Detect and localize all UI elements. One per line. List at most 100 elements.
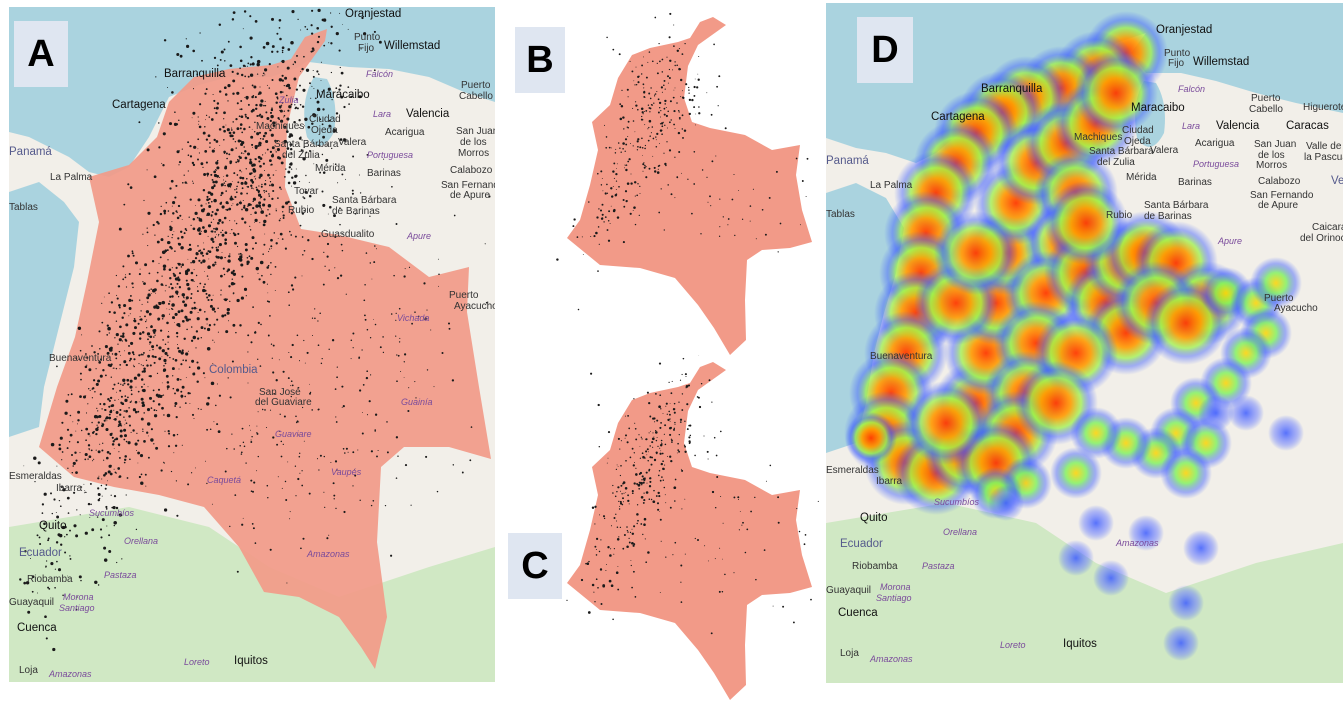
cluster-dot xyxy=(668,77,671,79)
cluster-dot xyxy=(250,439,252,441)
cluster-dot xyxy=(191,260,196,264)
cluster-dot xyxy=(231,360,234,363)
cluster-dot xyxy=(90,503,92,506)
map-label: La Palma xyxy=(870,180,913,191)
cluster-dot xyxy=(286,66,290,70)
cluster-dot xyxy=(255,204,259,208)
cluster-dot xyxy=(290,385,292,387)
cluster-dot xyxy=(646,454,648,456)
map-label: Cabello xyxy=(459,91,493,102)
cluster-dot xyxy=(640,107,644,110)
cluster-dot xyxy=(165,201,168,204)
cluster-dot xyxy=(72,421,74,423)
cluster-dot xyxy=(329,12,332,14)
cluster-dot xyxy=(187,154,190,156)
cluster-dot xyxy=(237,160,240,163)
cluster-dot xyxy=(53,498,56,501)
cluster-dot xyxy=(306,351,309,354)
cluster-dot xyxy=(205,292,208,295)
map-d-svg: Oranjestad Punto Fijo Willemstad Falcón … xyxy=(826,3,1343,683)
cluster-dot xyxy=(777,496,780,499)
cluster-dot xyxy=(115,437,119,441)
cluster-dot xyxy=(148,335,150,337)
cluster-dot xyxy=(246,116,250,120)
cluster-dot xyxy=(146,227,148,229)
cluster-dot xyxy=(69,414,72,417)
cluster-dot xyxy=(99,348,101,350)
cluster-dot xyxy=(628,537,630,540)
cluster-dot xyxy=(627,499,630,503)
cluster-dot xyxy=(281,238,284,240)
cluster-dot xyxy=(226,270,229,273)
map-label: Santiago xyxy=(59,603,95,613)
cluster-dot xyxy=(684,553,686,555)
cluster-dot xyxy=(211,246,214,249)
cluster-dot xyxy=(219,58,222,61)
cluster-dot xyxy=(618,185,620,188)
cluster-dot xyxy=(612,618,614,621)
cluster-dot xyxy=(659,447,661,449)
cluster-dot xyxy=(254,221,256,223)
cluster-dot xyxy=(663,486,666,489)
cluster-dot xyxy=(156,372,159,375)
cluster-dot xyxy=(648,119,652,123)
cluster-dot xyxy=(248,255,251,258)
cluster-dot xyxy=(215,106,219,110)
cluster-dot xyxy=(64,411,68,415)
cluster-dot xyxy=(659,116,661,118)
cluster-dot xyxy=(43,522,46,526)
cluster-dot xyxy=(260,185,263,188)
cluster-dot xyxy=(339,12,341,14)
cluster-dot xyxy=(667,110,669,113)
cluster-dot xyxy=(108,413,111,416)
cluster-dot xyxy=(220,50,224,54)
cluster-dot xyxy=(205,119,206,121)
cluster-dot xyxy=(180,230,183,233)
cluster-dot xyxy=(119,413,122,416)
cluster-dot xyxy=(316,100,320,104)
cluster-dot xyxy=(619,502,623,505)
cluster-dot xyxy=(715,155,717,157)
cluster-dot xyxy=(669,426,672,429)
cluster-dot xyxy=(415,397,417,399)
cluster-dot xyxy=(246,152,251,156)
cluster-dot xyxy=(311,9,314,12)
map-label: Machiques xyxy=(256,121,304,132)
cluster-dot xyxy=(58,447,62,451)
cluster-dot xyxy=(657,474,660,477)
cluster-dot xyxy=(178,368,180,370)
cluster-dot xyxy=(291,384,294,387)
cluster-dot xyxy=(374,430,377,432)
cluster-dot xyxy=(328,124,331,128)
cluster-dot xyxy=(488,195,491,198)
cluster-dot xyxy=(272,174,275,176)
cluster-dot xyxy=(217,235,219,237)
cluster-dot xyxy=(334,235,337,238)
cluster-dot xyxy=(656,419,659,422)
map-label: Ciudad xyxy=(309,114,341,125)
cluster-dot xyxy=(89,482,92,485)
cluster-dot xyxy=(87,502,91,506)
cluster-dot xyxy=(252,527,255,530)
cluster-dot xyxy=(358,389,362,392)
heat-blob xyxy=(1183,530,1219,566)
cluster-dot xyxy=(693,85,696,89)
cluster-dot xyxy=(167,302,171,305)
cluster-dot xyxy=(644,147,646,150)
cluster-dot xyxy=(237,181,240,184)
cluster-dot xyxy=(118,350,121,353)
cluster-dot xyxy=(262,134,266,138)
cluster-dot xyxy=(241,171,243,173)
cluster-dot xyxy=(310,24,313,27)
cluster-dot xyxy=(354,468,356,470)
cluster-dot xyxy=(241,176,245,180)
cluster-dot xyxy=(256,59,261,64)
cluster-dot xyxy=(181,444,183,446)
cluster-dot xyxy=(664,124,666,126)
cluster-dot xyxy=(333,214,336,218)
cluster-dot xyxy=(350,358,352,360)
cluster-dot xyxy=(167,445,171,448)
cluster-dot xyxy=(648,485,652,488)
cluster-dot xyxy=(608,579,612,583)
cluster-dot xyxy=(88,448,90,450)
